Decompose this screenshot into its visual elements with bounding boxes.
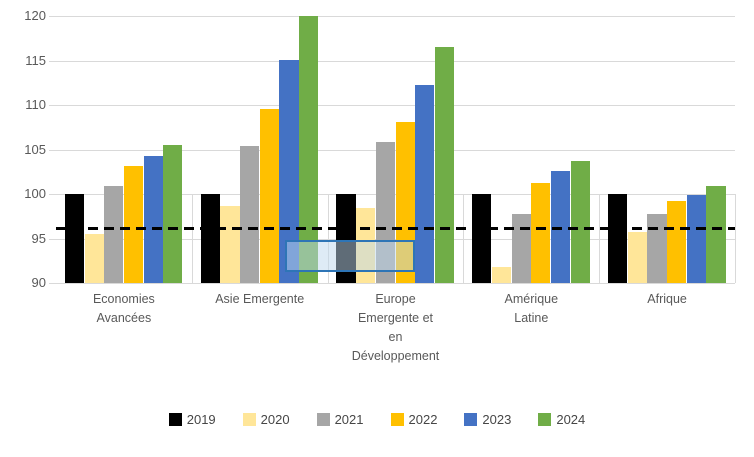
- y-tick-label: 90: [31, 275, 46, 290]
- y-tick-label: 100: [24, 186, 46, 201]
- bar-2022-category-5[interactable]: [667, 201, 687, 283]
- bar-2024-category-3[interactable]: [434, 47, 455, 283]
- selection-rectangle-overlay[interactable]: [284, 240, 415, 273]
- legend: 2019 2020 2021 2022 2023 2024: [0, 412, 754, 427]
- category-separator: [463, 194, 465, 283]
- category-separator: [599, 194, 601, 283]
- bar-2023-category-1[interactable]: [143, 155, 163, 283]
- legend-swatch-2019: [168, 413, 182, 426]
- legend-item-2024[interactable]: 2024: [538, 412, 585, 427]
- x-category-label-4: Amérique Latine: [504, 292, 559, 325]
- x-category-label-1: Economies Avancées: [92, 292, 155, 325]
- legend-swatch-2020: [242, 413, 256, 426]
- gridline: [49, 283, 735, 284]
- bar-2019-category-5[interactable]: [608, 194, 628, 283]
- bar-2020-category-2[interactable]: [220, 205, 240, 283]
- legend-label: 2022: [408, 412, 438, 427]
- legend-item-2020[interactable]: 2020: [242, 412, 290, 427]
- x-category-label-2: Asie Emergente: [215, 292, 305, 306]
- legend-item-2021[interactable]: 2021: [316, 412, 364, 427]
- legend-label: 2023: [482, 412, 512, 427]
- bar-2020-category-4[interactable]: [491, 266, 512, 283]
- bar-2021-category-2[interactable]: [240, 145, 260, 283]
- gridline: [49, 16, 735, 17]
- legend-item-2023[interactable]: 2023: [464, 412, 511, 427]
- category-separator: [735, 194, 736, 283]
- bar-2021-category-5[interactable]: [647, 213, 667, 283]
- bar-2021-category-1[interactable]: [104, 186, 124, 283]
- bar-2019-category-4[interactable]: [472, 194, 492, 283]
- legend-swatch-2023: [464, 413, 478, 426]
- bar-2019-category-2[interactable]: [200, 194, 220, 283]
- gridline: [49, 105, 735, 106]
- legend-label: 2024: [556, 412, 586, 427]
- bar-2024-category-2[interactable]: [299, 16, 319, 283]
- category-separator: [327, 194, 329, 283]
- bar-2019-category-1[interactable]: [64, 194, 84, 283]
- legend-swatch-2021: [316, 413, 330, 426]
- dashed-reference-line[interactable]: [56, 226, 735, 230]
- bar-2022-category-1[interactable]: [123, 166, 144, 283]
- legend-swatch-2024: [538, 413, 552, 426]
- gridline: [49, 60, 735, 62]
- y-tick-label: 95: [31, 230, 46, 246]
- x-category-label-5: Afrique: [647, 292, 687, 306]
- bar-2020-category-5[interactable]: [627, 232, 647, 283]
- y-tick-label: 115: [25, 52, 46, 68]
- bar-2024-category-1[interactable]: [163, 145, 183, 283]
- plot-area: [49, 16, 736, 284]
- bar-2022-category-2[interactable]: [259, 109, 279, 283]
- category-separator: [191, 194, 193, 283]
- legend-label: 2019: [186, 412, 216, 427]
- bar-2020-category-1[interactable]: [84, 234, 104, 283]
- bar-2023-category-3[interactable]: [415, 85, 435, 283]
- legend-item-2022[interactable]: 2022: [390, 412, 438, 427]
- bar-2022-category-4[interactable]: [531, 183, 551, 283]
- legend-label: 2020: [260, 412, 290, 427]
- bar-2024-category-5[interactable]: [706, 186, 726, 283]
- legend-label: 2021: [334, 412, 364, 427]
- legend-swatch-2022: [390, 413, 404, 426]
- y-tick-label: 110: [25, 97, 46, 112]
- x-category-label-3: Europe Emergente et en Développement: [351, 292, 440, 363]
- bar-2024-category-4[interactable]: [570, 161, 590, 283]
- y-tick-label: 105: [24, 141, 46, 157]
- bar-2023-category-5[interactable]: [686, 194, 706, 283]
- legend-item-2019[interactable]: 2019: [168, 412, 216, 427]
- bar-2021-category-4[interactable]: [511, 213, 531, 283]
- y-tick-label: 120: [24, 8, 46, 23]
